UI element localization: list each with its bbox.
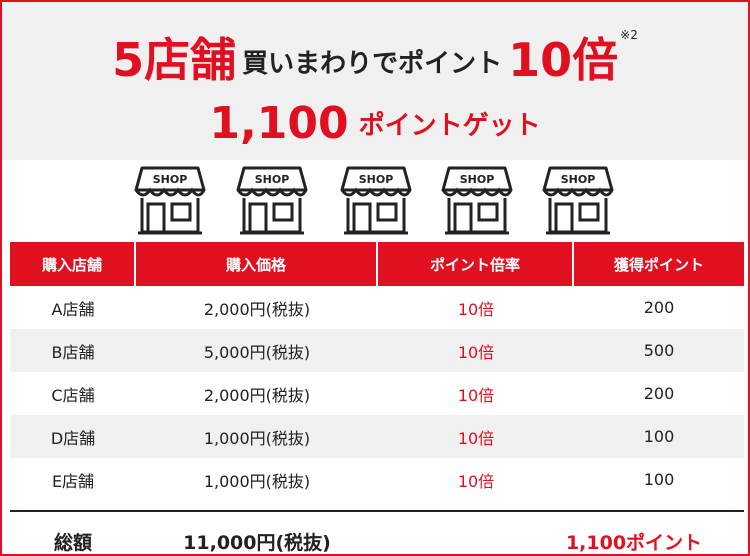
cell-points: 100: [643, 427, 675, 446]
table-row: D店舗 1,000円(税抜) 10倍 100: [10, 415, 744, 458]
cell-rate: 10倍: [457, 342, 495, 362]
cell-price: 5,000円(税抜): [203, 342, 311, 362]
total-row: 総額 11,000円(税抜) 1,100ポイント: [10, 512, 744, 554]
shop-icon-label: SHOP: [460, 173, 495, 186]
header-rate: ポイント倍率: [378, 242, 574, 286]
cell-store: D店舗: [50, 428, 96, 448]
table-header: 購入店舗 購入価格 ポイント倍率 獲得ポイント: [10, 242, 744, 286]
headline-line-1: 5店舗 買いまわりでポイント 10倍 ※2: [2, 20, 748, 88]
shop-icons-row: SHOP SHOP SHOP SHOP: [2, 166, 748, 238]
shop-icon: SHOP: [134, 166, 206, 235]
points-suffix: ポイントゲット: [358, 111, 541, 141]
header-store: 購入店舗: [10, 242, 136, 286]
multiplier: 10倍: [508, 33, 619, 87]
total-price: 11,000円(税抜): [183, 531, 331, 554]
shop-icon: SHOP: [236, 166, 308, 235]
cell-store: C店舗: [51, 385, 95, 405]
table-row: C店舗 2,000円(税抜) 10倍 200: [10, 372, 744, 415]
shop-icon: SHOP: [340, 166, 412, 235]
cell-points: 100: [643, 470, 675, 489]
total-points: 1,100ポイント: [565, 531, 703, 554]
shop-icon: SHOP: [542, 166, 614, 235]
points-amount: 1,100: [209, 98, 349, 149]
shop-icon-label: SHOP: [153, 173, 188, 186]
headline-line-2: 1,100 ポイントゲット: [2, 84, 748, 152]
shop-icon-label: SHOP: [255, 173, 290, 186]
cell-rate: 10倍: [457, 299, 495, 319]
cell-points: 500: [643, 341, 675, 360]
cell-points: 200: [643, 298, 675, 317]
cell-price: 1,000円(税抜): [203, 471, 311, 491]
cell-rate: 10倍: [457, 471, 495, 491]
total-divider: [10, 510, 744, 512]
cell-price: 2,000円(税抜): [203, 385, 311, 405]
shop-icon-label: SHOP: [561, 173, 596, 186]
table-row: E店舗 1,000円(税抜) 10倍 100: [10, 458, 744, 501]
table-row: A店舗 2,000円(税抜) 10倍 200: [10, 286, 744, 329]
cell-store: E店舗: [51, 471, 95, 491]
total-label: 総額: [53, 531, 92, 554]
table-row: B店舗 5,000円(税抜) 10倍 500: [10, 329, 744, 372]
cell-rate: 10倍: [457, 428, 495, 448]
header-price: 購入価格: [136, 242, 378, 286]
cell-price: 2,000円(税抜): [203, 299, 311, 319]
shop-icon-label: SHOP: [359, 173, 394, 186]
shop-icon: SHOP: [441, 166, 513, 235]
header-points: 獲得ポイント: [574, 242, 744, 286]
cell-store: A店舗: [51, 299, 95, 319]
footnote-mark: ※2: [620, 28, 638, 42]
headline-band: 5店舗 買いまわりでポイント 10倍 ※2 1,100 ポイントゲット: [2, 2, 748, 160]
headline-middle-text: 買いまわりでポイント: [242, 49, 503, 79]
cell-rate: 10倍: [457, 385, 495, 405]
cell-store: B店舗: [51, 342, 95, 362]
store-count: 5店舗: [112, 33, 237, 87]
cell-points: 200: [643, 384, 675, 403]
cell-price: 1,000円(税抜): [203, 428, 311, 448]
points-table: 購入店舗 購入価格 ポイント倍率 獲得ポイント A店舗 2,000円(税抜) 1…: [10, 242, 744, 554]
